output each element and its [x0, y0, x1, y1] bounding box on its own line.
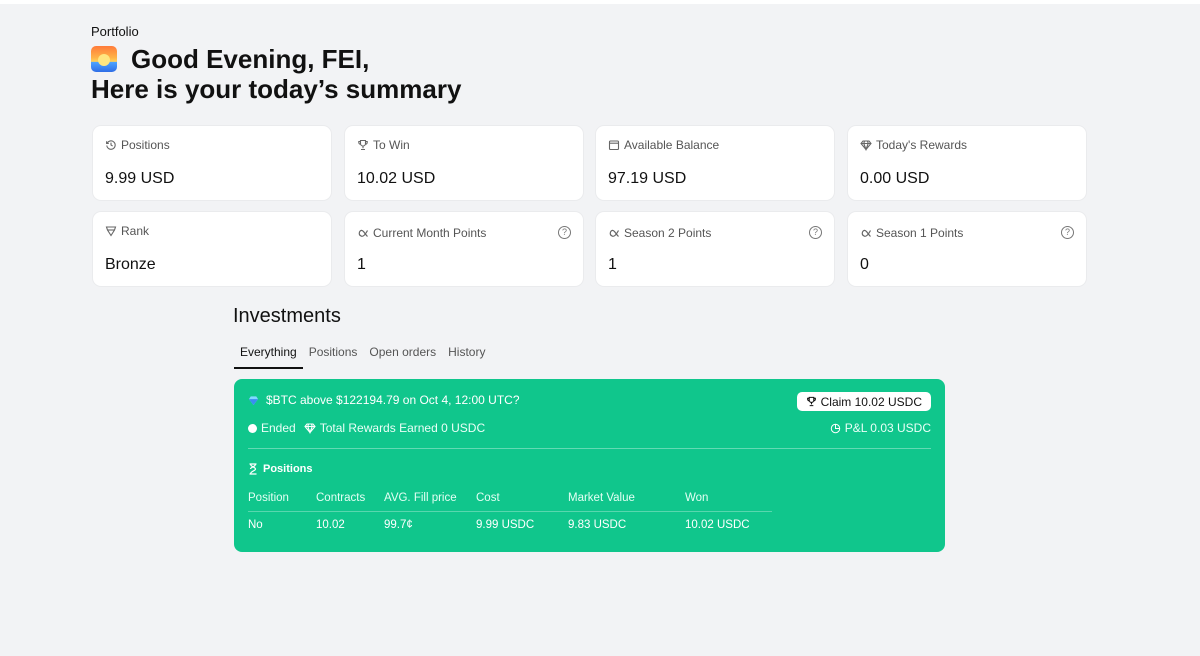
- stat-label: Positions: [121, 138, 170, 152]
- gem-icon: [248, 395, 259, 406]
- table-cell: 9.83 USDC: [568, 519, 627, 531]
- pie-chart-icon: [830, 423, 841, 434]
- claim-button[interactable]: Claim 10.02 USDC: [796, 392, 931, 411]
- stat-value: 97.19 USD: [608, 170, 687, 187]
- tab-positions[interactable]: Positions: [308, 345, 358, 359]
- tab-history[interactable]: History: [448, 345, 486, 359]
- status-row: Ended Total Rewards Earned 0 USDC: [248, 421, 485, 435]
- table-row: No 10.02 99.7¢ 9.99 USDC 9.83 USDC 10.02…: [248, 512, 772, 538]
- stat-label: Rank: [121, 224, 150, 238]
- column-header: Won: [685, 492, 709, 504]
- stat-card-available-balance: Available Balance 97.19 USD: [596, 126, 834, 200]
- column-header: AVG. Fill price: [384, 492, 457, 504]
- tab-everything[interactable]: Everything: [234, 340, 303, 369]
- positions-heading-text: Positions: [263, 463, 313, 475]
- market-title[interactable]: $BTC above $122194.79 on Oct 4, 12:00 UT…: [248, 393, 520, 407]
- stat-value: 10.02 USD: [357, 170, 436, 187]
- wallet-icon: [608, 139, 620, 151]
- market-title-text: $BTC above $122194.79 on Oct 4, 12:00 UT…: [266, 393, 520, 407]
- diamond-icon: [303, 422, 316, 434]
- stat-label: Current Month Points: [373, 226, 487, 240]
- help-icon[interactable]: ?: [1061, 226, 1074, 239]
- status-text: Ended: [261, 421, 296, 435]
- column-header: Contracts: [316, 492, 366, 504]
- positions-table: Position Contracts AVG. Fill price Cost …: [248, 492, 772, 538]
- column-header: Cost: [476, 492, 500, 504]
- investments-title: Investments: [233, 305, 341, 327]
- rank-icon: [105, 225, 117, 237]
- stat-value: 0.00 USD: [860, 170, 930, 187]
- stat-label: Available Balance: [624, 138, 720, 152]
- stat-card-todays-rewards: Today's Rewards 0.00 USD: [848, 126, 1086, 200]
- breadcrumb[interactable]: Portfolio: [91, 24, 139, 39]
- stat-value: 0: [860, 256, 869, 273]
- stat-label: Season 2 Points: [624, 226, 712, 240]
- history-icon: [105, 139, 117, 151]
- rewards-text: Total Rewards Earned 0 USDC: [319, 421, 486, 435]
- stat-card-season-2-points: Season 2 Points ? 1: [596, 212, 834, 286]
- greeting-line-1: Good Evening, FEI,: [131, 44, 370, 74]
- diamond-icon: [860, 139, 872, 151]
- table-cell: 9.99 USDC: [476, 519, 535, 531]
- alpha-icon: [860, 227, 872, 239]
- pnl: P&L 0.03 USDC: [830, 421, 931, 435]
- tab-open-orders[interactable]: Open orders: [369, 345, 437, 359]
- table-cell: No: [248, 519, 263, 531]
- table-cell: 99.7¢: [384, 519, 413, 531]
- alpha-icon: [608, 227, 620, 239]
- stat-label: Season 1 Points: [876, 226, 964, 240]
- stat-card-current-month-points: Current Month Points ? 1: [345, 212, 583, 286]
- claim-button-label: Claim 10.02 USDC: [820, 394, 922, 409]
- hourglass-icon: [248, 463, 258, 475]
- pnl-text: P&L 0.03 USDC: [844, 421, 931, 435]
- stat-card-to-win: To Win 10.02 USD: [345, 126, 583, 200]
- stat-value: 1: [608, 256, 617, 273]
- positions-heading: Positions: [248, 463, 313, 475]
- sunset-icon: [91, 46, 117, 72]
- stat-value: 9.99 USD: [105, 170, 175, 187]
- column-header: Market Value: [568, 492, 635, 504]
- trophy-icon: [357, 139, 369, 151]
- investments-tabs: Everything Positions Open orders History: [234, 340, 491, 369]
- status-dot: [248, 423, 257, 433]
- help-icon[interactable]: ?: [809, 226, 822, 239]
- stat-label: Today's Rewards: [876, 138, 967, 152]
- stat-value: Bronze: [105, 256, 156, 273]
- top-bar: [0, 0, 1200, 4]
- stat-card-season-1-points: Season 1 Points ? 0: [848, 212, 1086, 286]
- stat-label: To Win: [373, 138, 410, 152]
- greeting-heading: Good Evening, FEI, Here is your today’s …: [91, 44, 461, 104]
- table-cell: 10.02: [316, 519, 345, 531]
- stat-value: 1: [357, 256, 366, 273]
- alpha-icon: [357, 227, 369, 239]
- stat-card-rank: Rank Bronze: [93, 212, 331, 286]
- column-header: Position: [248, 492, 289, 504]
- divider: [248, 448, 931, 449]
- greeting-line-2: Here is your today’s summary: [91, 74, 462, 104]
- table-cell: 10.02 USDC: [685, 519, 750, 531]
- stat-card-positions: Positions 9.99 USD: [93, 126, 331, 200]
- help-icon[interactable]: ?: [558, 226, 571, 239]
- trophy-icon: [806, 396, 817, 407]
- table-header: Position Contracts AVG. Fill price Cost …: [248, 492, 772, 512]
- investment-card[interactable]: $BTC above $122194.79 on Oct 4, 12:00 UT…: [234, 379, 945, 552]
